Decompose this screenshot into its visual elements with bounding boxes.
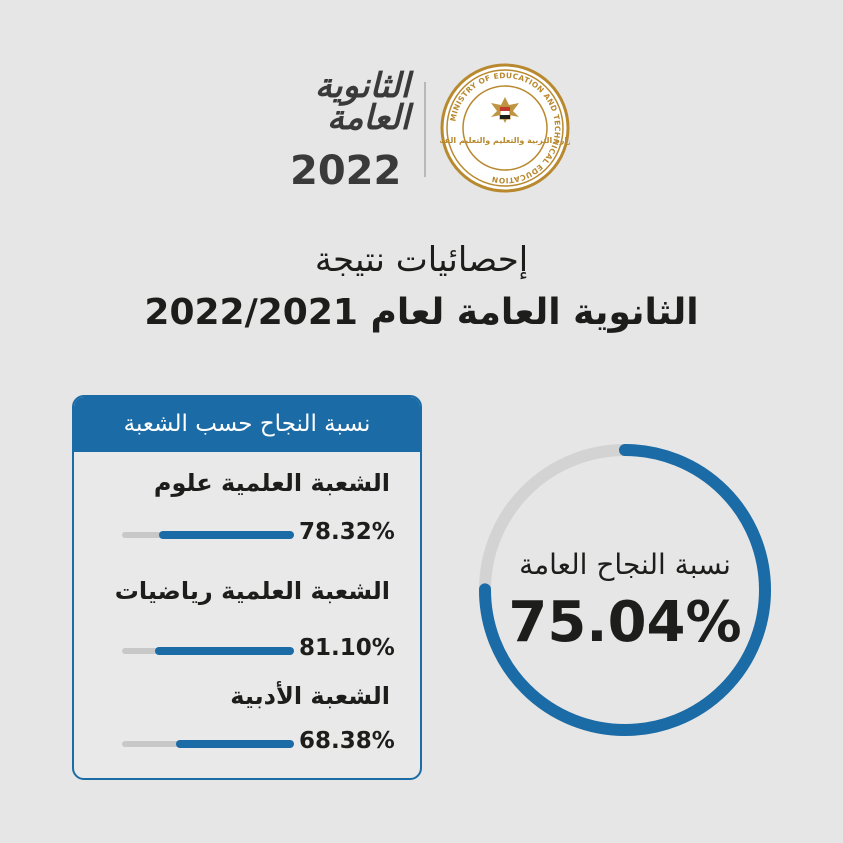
thanaweya-logo: الثانوية العامة [270,66,411,195]
progress-track-math [122,647,294,655]
progress-fill-math [154,647,294,655]
page-title-line2: الثانوية العامة لعام 2022/2021 [144,292,699,333]
ring-fill [479,444,771,736]
progress-fill-science [159,531,294,539]
page-title-line1: إحصائيات نتيجة [314,240,529,280]
header: الثانوية العامة 2022 MINISTRY OF EDUCATI… [0,0,843,220]
progress-track-literary [122,740,294,748]
row-pct-science: 78.32% [299,519,395,545]
seal-arabic-text: وزارة التربية والتعليم والتعليم الفني [440,136,570,145]
row-pct-literary: 68.38% [299,728,395,754]
progress-track-science [122,531,294,539]
row-pct-math: 81.10% [299,635,395,661]
row-label-science: الشعبة العلمية علوم [153,469,390,497]
logo-text-line2: العامة [326,98,411,138]
progress-fill-literary [176,740,294,748]
ministry-seal-icon: MINISTRY OF EDUCATION AND TECHNICAL EDUC… [440,63,570,193]
overall-value: 75.04% [508,590,742,655]
logo-divider [424,82,426,177]
row-label-literary: الشعبة الأدبية [230,682,390,710]
logo-text-line1: الثانوية [314,66,411,106]
overall-ring-chart [479,444,771,736]
branch-success-panel: نسبة النجاح حسب الشعبة الشعبة العلمية عل… [72,395,422,780]
logo-year: 2022 [290,148,402,194]
overall-label: نسبة النجاح العامة [519,548,731,581]
row-label-math: الشعبة العلمية رياضيات [114,577,390,605]
panel-header: نسبة النجاح حسب الشعبة [74,397,420,452]
